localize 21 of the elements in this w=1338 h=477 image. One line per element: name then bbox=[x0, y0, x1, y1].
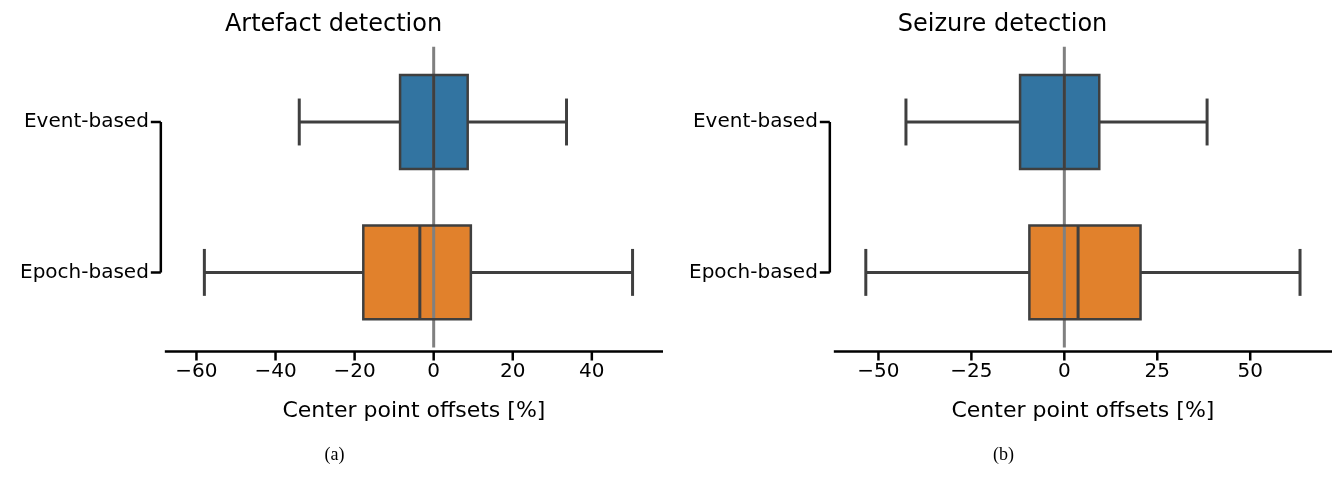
x-tick-label: −20 bbox=[333, 357, 376, 382]
x-tick-label: 0 bbox=[427, 357, 441, 382]
x-axis-title: Center point offsets [%] bbox=[951, 396, 1215, 422]
y-tick-label: Epoch-based bbox=[20, 258, 149, 283]
y-tick-label: Event-based bbox=[23, 108, 149, 133]
x-tick-label: −60 bbox=[175, 357, 218, 382]
x-tick-label: 25 bbox=[1144, 357, 1170, 382]
x-tick-label: −25 bbox=[950, 357, 993, 382]
x-tick-label: 20 bbox=[500, 357, 526, 382]
chart-title: Artefact detection bbox=[224, 8, 443, 37]
chart-title: Seizure detection bbox=[897, 8, 1108, 37]
x-axis-title: Center point offsets [%] bbox=[282, 396, 546, 422]
x-tick-label: 40 bbox=[579, 357, 605, 382]
text: (b) bbox=[992, 444, 1015, 465]
x-tick-label: 50 bbox=[1237, 357, 1263, 382]
text: (a) bbox=[323, 444, 346, 465]
x-tick-label: −50 bbox=[857, 357, 900, 382]
x-tick-label: 0 bbox=[1057, 357, 1071, 382]
y-tick-label: Event-based bbox=[692, 108, 818, 133]
x-tick-label: −40 bbox=[254, 357, 297, 382]
y-tick-label: Epoch-based bbox=[689, 258, 818, 283]
